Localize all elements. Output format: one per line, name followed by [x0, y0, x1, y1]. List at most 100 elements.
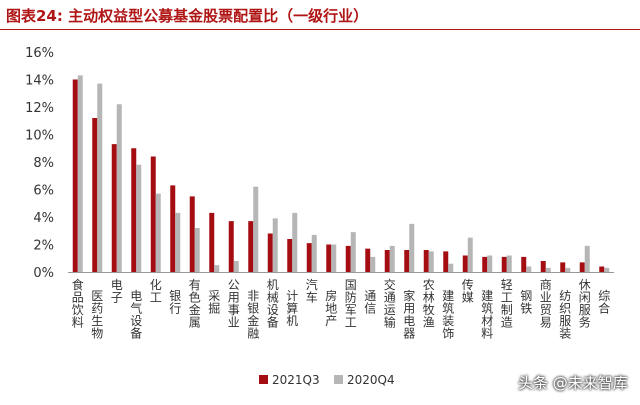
x-category-label: 传媒: [462, 277, 474, 305]
bar-2021q3-25: [560, 262, 566, 273]
x-category-label: 医药生物: [91, 289, 103, 341]
bar-2020q4-11: [292, 212, 298, 273]
bar-2020q4-3: [136, 164, 142, 272]
bar-2020q4-1: [97, 83, 103, 273]
x-category-label: 计算机: [286, 289, 298, 328]
y-tick-label: 4%: [33, 211, 54, 226]
bar-2020q4-2: [116, 104, 122, 272]
x-category-label: 商业贸易: [540, 277, 552, 330]
y-tick-label: 16%: [25, 46, 54, 61]
bar-2021q3-6: [189, 196, 195, 273]
x-category-label: 银行: [169, 289, 181, 316]
x-category-label: 公用事业: [228, 278, 240, 330]
x-category-label: 电子: [111, 278, 123, 305]
legend: 2021Q3 2020Q4: [259, 373, 395, 387]
bar-2020q4-0: [77, 75, 83, 273]
bar-2021q3-27: [599, 266, 605, 272]
x-category-label: 休闲服务: [579, 278, 591, 330]
bar-2021q3-20: [462, 255, 468, 272]
x-category-label: 建筑装饰: [442, 289, 454, 341]
bar-2020q4-26: [584, 245, 590, 273]
bar-2021q3-1: [92, 118, 98, 272]
bar-2020q4-20: [467, 237, 473, 273]
bar-2021q3-4: [150, 156, 156, 272]
bar-2021q3-13: [326, 244, 332, 272]
bar-2021q3-10: [267, 233, 273, 272]
legend-label-2020q4: 2020Q4: [347, 373, 395, 387]
bar-2021q3-19: [443, 251, 449, 273]
bar-2020q4-5: [175, 212, 181, 273]
bar-2020q4-15: [370, 256, 376, 273]
bar-2020q4-19: [448, 263, 454, 272]
bar-2020q4-24: [545, 267, 551, 273]
bar-2020q4-21: [487, 255, 493, 272]
bar-2020q4-25: [565, 267, 571, 273]
x-category-label: 建筑材料: [481, 289, 493, 341]
bar-2020q4-17: [409, 223, 415, 273]
bar-2021q3-7: [209, 212, 215, 273]
x-category-label: 非银金融: [247, 289, 259, 341]
legend-label-2021q3: 2021Q3: [272, 373, 320, 387]
y-tick-label: 2%: [33, 239, 54, 254]
bar-2021q3-5: [170, 185, 176, 273]
bar-2020q4-14: [350, 232, 356, 273]
x-category-label: 机械设备: [267, 278, 279, 330]
x-category-label: 汽车: [306, 277, 318, 305]
x-category-label: 通信: [364, 289, 376, 316]
x-category-label: 家用电器: [403, 288, 415, 341]
x-category-label: 纺织服装: [559, 289, 571, 341]
bar-2021q3-17: [404, 250, 410, 272]
bar-2020q4-7: [214, 265, 220, 273]
x-category-label: 综合: [598, 289, 610, 316]
x-category-label: 采掘: [208, 289, 220, 316]
bar-2021q3-26: [579, 262, 585, 273]
bar-2021q3-21: [482, 256, 488, 273]
bar-2020q4-18: [428, 251, 434, 273]
bar-2021q3-12: [306, 243, 312, 273]
x-category-label: 房地产: [325, 288, 337, 328]
x-category-label: 电气设备: [130, 289, 142, 341]
x-category-label: 钢铁: [520, 289, 532, 316]
bar-2020q4-23: [526, 266, 532, 272]
bar-2021q3-16: [384, 250, 390, 272]
bar-2021q3-23: [521, 256, 527, 273]
bar-2021q3-9: [248, 221, 254, 273]
bars: [72, 75, 610, 273]
bar-2020q4-22: [506, 255, 512, 272]
bar-2021q3-0: [72, 79, 78, 272]
bar-2021q3-8: [228, 221, 234, 273]
bar-2020q4-13: [331, 244, 337, 272]
bar-2020q4-12: [311, 234, 317, 273]
x-category-label: 食品饮料: [72, 277, 84, 330]
bar-2020q4-4: [155, 193, 161, 273]
bar-2021q3-2: [111, 144, 117, 273]
bar-2020q4-9: [253, 186, 259, 272]
bar-2020q4-10: [272, 218, 278, 273]
y-tick-label: 0%: [33, 266, 54, 281]
y-tick-label: 10%: [25, 129, 54, 144]
y-tick-label: 14%: [25, 74, 54, 89]
x-category-label: 交通运输: [384, 277, 396, 330]
x-category-label: 轻工制造: [501, 278, 513, 330]
x-category-label: 农林牧渔: [423, 278, 435, 330]
bar-2021q3-3: [131, 148, 137, 272]
y-tick-label: 6%: [33, 184, 54, 199]
x-category-label: 有色金属: [189, 278, 201, 330]
bar-2020q4-16: [389, 245, 395, 273]
bar-2020q4-6: [194, 228, 200, 272]
y-tick-label: 8%: [33, 156, 54, 171]
legend-swatch-2021q3: [259, 375, 268, 384]
bar-2020q4-8: [233, 261, 239, 272]
bar-2021q3-18: [423, 250, 429, 272]
watermark-text: 头条 @未来智库: [518, 374, 628, 392]
x-category-label: 国防军工: [345, 278, 357, 330]
bar-2021q3-14: [345, 245, 351, 273]
title-bar: 图表24: 主动权益型公募基金股票配置比（一级行业）: [0, 0, 640, 30]
bar-2020q4-27: [604, 267, 610, 273]
y-tick-label: 12%: [25, 101, 54, 116]
chart-title: 图表24: 主动权益型公募基金股票配置比（一级行业）: [6, 7, 369, 25]
x-category-label: 化工: [150, 278, 162, 305]
bar-2021q3-24: [540, 261, 546, 272]
